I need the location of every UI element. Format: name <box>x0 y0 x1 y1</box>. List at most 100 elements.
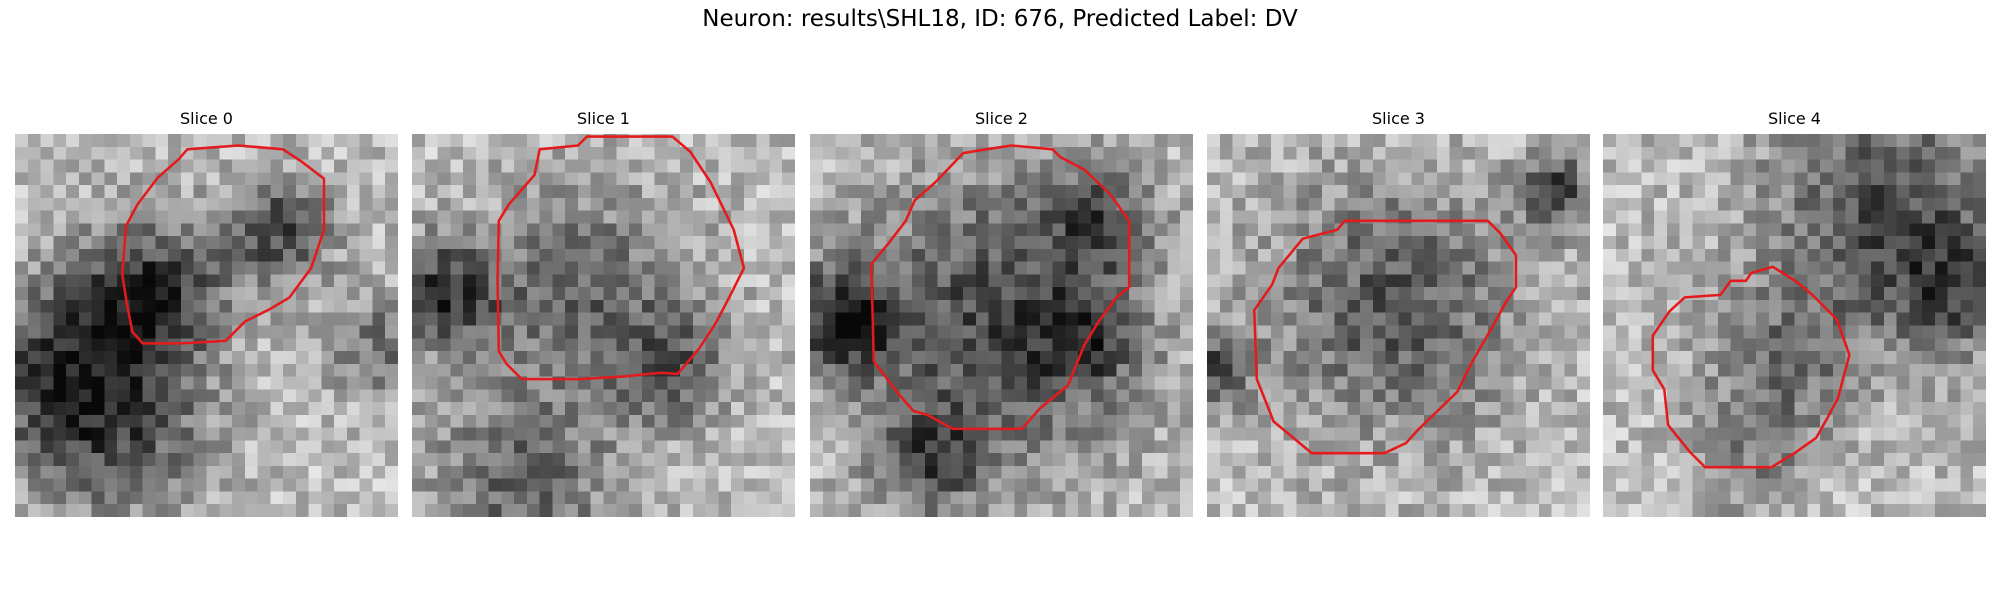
pixel <box>641 185 655 199</box>
pixel <box>731 389 745 403</box>
pixel <box>1232 325 1246 339</box>
pixel <box>1577 414 1590 428</box>
pixel <box>1756 402 1770 416</box>
pixel <box>1538 146 1552 160</box>
pixel <box>53 363 67 377</box>
pixel <box>1781 172 1795 186</box>
pixel <box>372 363 386 377</box>
pixel <box>1794 504 1808 517</box>
pixel <box>40 427 54 441</box>
pixel <box>270 325 284 339</box>
pixel <box>718 338 732 352</box>
pixel <box>1039 376 1053 390</box>
pixel <box>475 197 489 211</box>
pixel <box>692 402 706 416</box>
pixel <box>104 299 118 313</box>
pixel <box>1973 299 1986 313</box>
pixel <box>1845 325 1859 339</box>
pixel <box>180 389 194 403</box>
pixel <box>78 172 92 186</box>
pixel <box>912 453 926 467</box>
pixel <box>283 185 297 199</box>
pixel <box>1411 134 1425 148</box>
pixel <box>848 172 862 186</box>
pixel <box>232 427 246 441</box>
pixel <box>1296 210 1310 224</box>
pixel <box>1768 491 1782 505</box>
pixel <box>1424 236 1438 250</box>
pixel <box>1385 453 1399 467</box>
pixel <box>385 440 398 454</box>
pixel <box>257 363 271 377</box>
pixel <box>1628 223 1642 237</box>
pixel <box>912 376 926 390</box>
pixel <box>1628 504 1642 517</box>
pixel <box>1334 236 1348 250</box>
pixel <box>1245 376 1259 390</box>
pixel <box>53 338 67 352</box>
pixel <box>1883 389 1897 403</box>
pixel <box>718 236 732 250</box>
pixel <box>641 159 655 173</box>
pixel <box>1654 236 1668 250</box>
pixel <box>667 402 681 416</box>
pixel <box>1129 248 1143 262</box>
pixel <box>667 389 681 403</box>
pixel <box>912 299 926 313</box>
pixel <box>1692 402 1706 416</box>
pixel <box>1603 402 1617 416</box>
pixel <box>501 504 515 517</box>
pixel <box>1564 248 1578 262</box>
pixel <box>295 287 309 301</box>
pixel <box>91 427 105 441</box>
pixel <box>40 478 54 492</box>
pixel <box>577 261 591 275</box>
pixel <box>1347 402 1361 416</box>
pixel <box>27 210 41 224</box>
pixel <box>1436 478 1450 492</box>
pixel <box>1730 389 1744 403</box>
pixel <box>1154 299 1168 313</box>
pixel <box>1411 223 1425 237</box>
pixel <box>873 402 887 416</box>
pixel <box>603 389 617 403</box>
pixel <box>1909 287 1923 301</box>
pixel <box>1513 402 1527 416</box>
pixel <box>1283 465 1297 479</box>
pixel <box>385 287 398 301</box>
pixel <box>295 389 309 403</box>
pixel <box>1065 453 1079 467</box>
pixel <box>1296 223 1310 237</box>
pixel <box>412 236 426 250</box>
pixel <box>603 504 617 517</box>
pixel <box>1347 338 1361 352</box>
pixel <box>437 389 451 403</box>
pixel <box>705 491 719 505</box>
pixel <box>1411 478 1425 492</box>
pixel <box>1321 185 1335 199</box>
pixel <box>1270 491 1284 505</box>
pixel <box>117 491 131 505</box>
pixel <box>1360 504 1374 517</box>
pixel <box>1296 504 1310 517</box>
pixel <box>641 172 655 186</box>
pixel <box>1794 414 1808 428</box>
pixel <box>232 440 246 454</box>
pixel <box>142 299 156 313</box>
pixel <box>1219 453 1233 467</box>
pixel <box>1858 210 1872 224</box>
pixel <box>1500 427 1514 441</box>
pixel <box>1909 248 1923 262</box>
pixel <box>577 338 591 352</box>
pixel <box>1232 223 1246 237</box>
pixel <box>501 236 515 250</box>
pixel <box>539 325 553 339</box>
pixel <box>667 210 681 224</box>
pixel <box>142 197 156 211</box>
pixel <box>206 146 220 160</box>
pixel <box>1129 389 1143 403</box>
pixel <box>577 248 591 262</box>
pixel <box>1116 185 1130 199</box>
pixel <box>283 274 297 288</box>
pixel <box>552 491 566 505</box>
